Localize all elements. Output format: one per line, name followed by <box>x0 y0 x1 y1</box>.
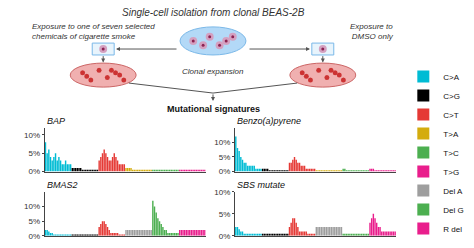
svg-text:10%: 10% <box>24 131 40 140</box>
svg-text:BMAS2: BMAS2 <box>47 180 78 190</box>
svg-text:5%: 5% <box>28 149 40 158</box>
svg-text:Benzo(a)pyrene: Benzo(a)pyrene <box>237 116 301 126</box>
svg-text:0%: 0% <box>28 232 40 241</box>
svg-text:0%: 0% <box>28 167 40 176</box>
svg-text:Exposure toDMSO only: Exposure toDMSO only <box>350 22 394 41</box>
svg-text:SBS mutate: SBS mutate <box>237 180 285 190</box>
svg-text:T>C: T>C <box>443 149 459 158</box>
svg-text:5%: 5% <box>219 153 231 162</box>
svg-text:C>T: C>T <box>443 111 458 120</box>
svg-text:Del G: Del G <box>443 206 463 215</box>
svg-text:0%: 0% <box>219 232 231 241</box>
svg-text:Exposure to one of seven selec: Exposure to one of seven selectedchemica… <box>32 22 155 41</box>
svg-text:Clonal expansion: Clonal expansion <box>182 67 244 76</box>
svg-text:T>G: T>G <box>443 168 459 177</box>
svg-text:R del: R del <box>443 225 462 234</box>
svg-text:10%: 10% <box>214 138 230 147</box>
svg-text:BAP: BAP <box>47 116 65 126</box>
svg-text:Single-cell isolation from clo: Single-cell isolation from clonal BEAS-2… <box>122 7 305 18</box>
svg-text:5%: 5% <box>219 210 231 219</box>
svg-text:10%: 10% <box>24 202 40 211</box>
svg-text:10%: 10% <box>214 188 230 197</box>
svg-text:C>A: C>A <box>443 73 459 82</box>
svg-text:Del A: Del A <box>443 187 463 196</box>
svg-text:C>G: C>G <box>443 92 460 101</box>
svg-text:Mutational signatures: Mutational signatures <box>167 104 260 114</box>
svg-text:5%: 5% <box>28 217 40 226</box>
svg-text:T>A: T>A <box>443 130 459 139</box>
svg-text:0%: 0% <box>219 167 231 176</box>
